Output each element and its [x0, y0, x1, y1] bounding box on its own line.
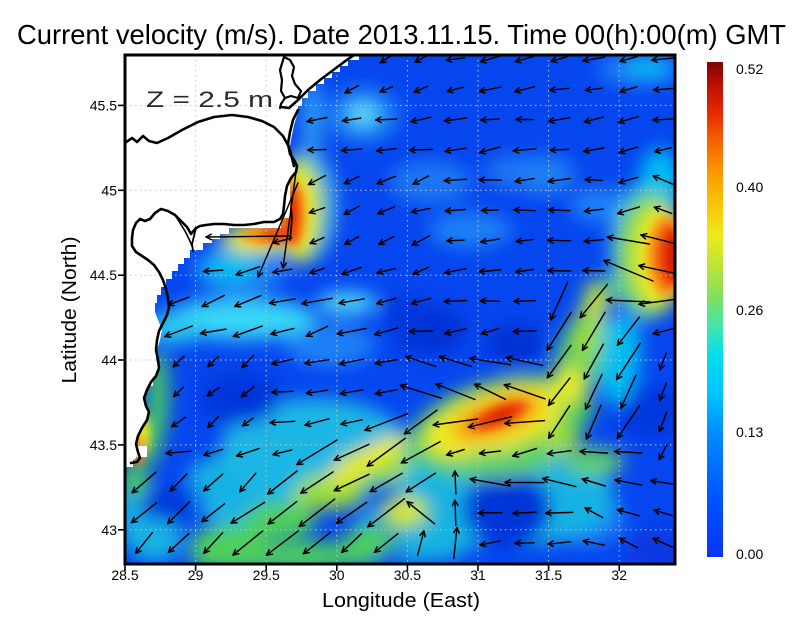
svg-text:31.5: 31.5: [535, 567, 562, 583]
svg-text:45: 45: [101, 182, 117, 198]
svg-text:44: 44: [101, 352, 117, 368]
svg-text:31: 31: [470, 567, 486, 583]
svg-text:29: 29: [188, 567, 204, 583]
svg-text:28.5: 28.5: [111, 567, 138, 583]
svg-text:43: 43: [101, 522, 117, 538]
svg-text:43.5: 43.5: [90, 437, 117, 453]
svg-text:0.13: 0.13: [736, 424, 763, 440]
svg-text:Longitude (East): Longitude (East): [322, 590, 480, 612]
svg-text:32: 32: [611, 567, 627, 583]
svg-text:0.26: 0.26: [736, 302, 763, 318]
svg-text:45.5: 45.5: [90, 97, 117, 113]
svg-text:30: 30: [329, 567, 345, 583]
svg-text:0.52: 0.52: [736, 61, 763, 77]
svg-text:Latitude (North): Latitude (North): [59, 236, 81, 383]
svg-text:44.5: 44.5: [90, 267, 117, 283]
svg-text:29.5: 29.5: [253, 567, 280, 583]
svg-text:Z = 2.5 m: Z = 2.5 m: [146, 87, 273, 112]
svg-text:0.40: 0.40: [736, 179, 763, 195]
svg-text:30.5: 30.5: [394, 567, 421, 583]
svg-text:0.00: 0.00: [736, 546, 763, 562]
svg-text:Current velocity (m/s). Date 2: Current velocity (m/s). Date 2013.11.15.…: [17, 19, 786, 50]
